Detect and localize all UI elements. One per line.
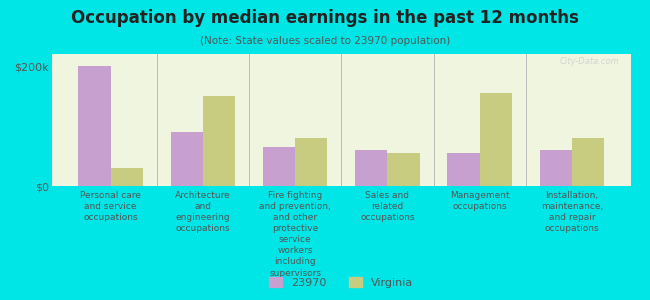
Bar (263, 147, 295, 186)
Bar (111, 168, 143, 186)
Bar (572, 138, 604, 186)
Bar (540, 150, 572, 186)
Bar (387, 153, 420, 186)
Bar (295, 138, 328, 186)
Bar (170, 132, 203, 186)
Bar (78, 66, 111, 186)
Text: City-Data.com: City-Data.com (559, 57, 619, 66)
Legend: 23970, Virginia: 23970, Virginia (265, 273, 418, 292)
Bar (355, 150, 387, 186)
Bar (480, 93, 512, 186)
Bar (447, 153, 480, 186)
Text: Occupation by median earnings in the past 12 months: Occupation by median earnings in the pas… (71, 9, 579, 27)
Bar (203, 96, 235, 186)
Text: (Note: State values scaled to 23970 population): (Note: State values scaled to 23970 popu… (200, 36, 450, 46)
